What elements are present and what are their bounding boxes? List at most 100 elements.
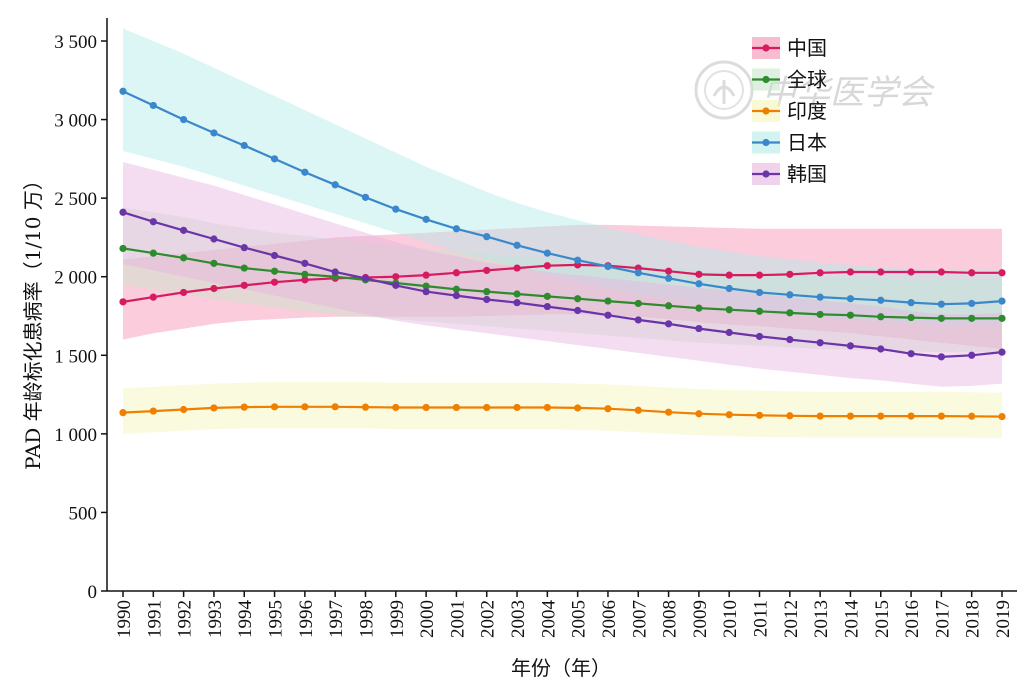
- legend-label: 韩国: [787, 162, 827, 186]
- y-tick-label: 2 500: [54, 189, 97, 210]
- data-point: [119, 87, 127, 95]
- data-point: [574, 404, 582, 412]
- x-tick-label: 2014: [841, 600, 862, 639]
- data-point: [937, 268, 945, 276]
- data-point: [695, 270, 703, 278]
- data-point: [755, 271, 764, 279]
- data-point: [877, 313, 885, 321]
- data-point: [907, 268, 915, 276]
- data-point: [846, 311, 855, 319]
- y-tick-label: 3 500: [54, 32, 97, 53]
- data-point: [240, 281, 248, 289]
- data-point: [270, 251, 279, 260]
- data-point: [210, 259, 218, 267]
- series-line-4: [122, 211, 1003, 359]
- x-tick-label: 2000: [417, 600, 438, 638]
- data-point: [634, 316, 642, 324]
- data-point: [968, 269, 976, 277]
- data-point: [664, 320, 673, 328]
- y-tick-label: 3 000: [54, 111, 97, 132]
- data-point: [937, 314, 945, 322]
- data-point: [937, 300, 945, 308]
- x-tick-label: 2007: [629, 600, 650, 638]
- data-point: [755, 288, 764, 297]
- data-point: [392, 403, 400, 412]
- legend-label: 全球: [787, 68, 827, 92]
- x-tick-label: 2011: [751, 600, 772, 637]
- data-point: [664, 267, 673, 275]
- data-point: [180, 254, 188, 262]
- data-point: [664, 408, 673, 416]
- series-line-0: [122, 263, 1002, 303]
- data-point: [180, 115, 188, 124]
- data-point: [574, 295, 582, 303]
- data-point: [907, 350, 915, 358]
- data-point: [392, 273, 400, 281]
- data-point: [270, 267, 279, 275]
- x-tick-label: 1991: [144, 600, 165, 638]
- watermark-text: 中华医学会: [762, 73, 936, 113]
- data-point: [513, 403, 521, 412]
- data-point: [755, 332, 764, 341]
- data-point: [634, 406, 642, 414]
- data-point: [816, 412, 824, 420]
- band-0: [123, 224, 1002, 349]
- data-point: [392, 205, 400, 213]
- data-point: [331, 403, 339, 411]
- data-point: [725, 328, 733, 337]
- data-point: [513, 241, 521, 249]
- data-point: [786, 335, 794, 344]
- data-point: [513, 299, 521, 307]
- x-tick-label: 1993: [205, 600, 226, 638]
- data-point: [180, 405, 188, 414]
- y-tick-label: 2 000: [54, 268, 97, 289]
- data-point: [483, 295, 491, 304]
- x-tick-label: 1994: [235, 600, 256, 639]
- data-point: [664, 302, 673, 310]
- data-point: [331, 181, 339, 189]
- data-point: [968, 299, 976, 308]
- x-tick-label: 2018: [963, 600, 984, 638]
- x-tick-label: 2015: [872, 600, 893, 638]
- data-point: [513, 290, 521, 298]
- data-point: [422, 271, 430, 279]
- data-point: [301, 403, 309, 411]
- x-tick-label: 2001: [447, 600, 468, 638]
- x-tick-label: 1995: [266, 600, 287, 638]
- data-point: [240, 141, 248, 150]
- data-point: [119, 409, 127, 417]
- data-point: [816, 339, 824, 347]
- data-point: [604, 297, 612, 305]
- x-tick-label: 2002: [478, 600, 499, 638]
- data-point: [270, 278, 279, 286]
- data-point: [998, 269, 1006, 277]
- series-line-2: [122, 405, 1003, 418]
- data-point: [725, 411, 733, 419]
- x-tick-label: 2019: [993, 600, 1014, 638]
- series-lines: [119, 87, 1006, 421]
- data-point: [695, 324, 703, 333]
- legend-label: 印度: [787, 99, 827, 123]
- x-tick-label: 2012: [781, 600, 802, 638]
- data-point: [149, 218, 157, 226]
- data-point: [483, 266, 491, 275]
- x-tick-label: 2003: [508, 600, 529, 638]
- data-point: [180, 288, 188, 297]
- data-point: [725, 271, 733, 279]
- x-tick-label: 2008: [660, 600, 681, 638]
- data-point: [907, 299, 915, 307]
- data-point: [301, 276, 309, 284]
- data-point: [816, 293, 824, 301]
- x-tick-label: 1992: [175, 600, 196, 638]
- data-point: [301, 259, 309, 267]
- legend-swatch-point: [762, 44, 770, 52]
- data-point: [543, 403, 551, 412]
- data-point: [270, 155, 279, 163]
- data-point: [846, 295, 855, 303]
- x-tick-label: 2009: [690, 600, 711, 638]
- data-point: [968, 351, 976, 359]
- data-point: [483, 233, 491, 241]
- data-point: [361, 193, 370, 201]
- data-point: [301, 168, 309, 176]
